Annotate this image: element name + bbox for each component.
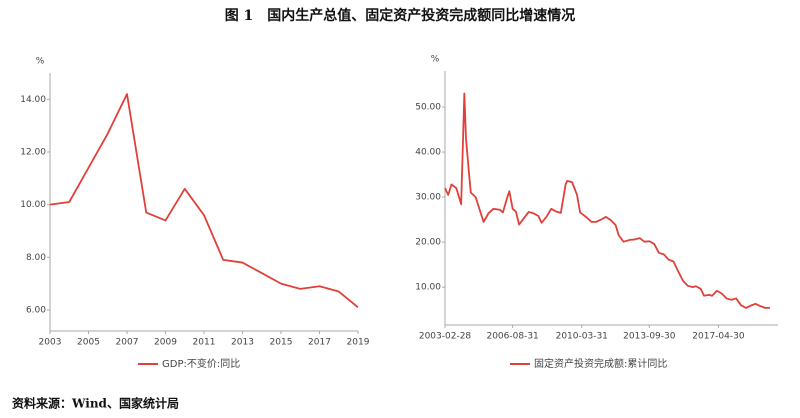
x-tick-label: 2013 bbox=[231, 338, 254, 348]
x-tick-label: 2017-04-30 bbox=[692, 332, 745, 342]
y-tick-label: 20.00 bbox=[415, 238, 441, 248]
y-tick-label: 30.00 bbox=[415, 193, 441, 203]
x-tick-label: 2010-03-31 bbox=[556, 332, 608, 342]
y-tick-label: 50.00 bbox=[415, 103, 441, 113]
data-line bbox=[49, 93, 359, 309]
x-tick-label: 2007 bbox=[116, 338, 139, 348]
x-tick-label: 2003 bbox=[39, 338, 62, 348]
x-tick-label: 2013-09-30 bbox=[623, 332, 676, 342]
x-tick-label: 2019 bbox=[347, 338, 370, 348]
y-axis-label: % bbox=[36, 57, 45, 67]
y-tick-label: 14.00 bbox=[20, 95, 46, 105]
legend-label: GDP:不变价:同比 bbox=[162, 357, 240, 370]
x-tick-label: 2011 bbox=[193, 338, 216, 348]
x-tick-label: 2017 bbox=[308, 338, 331, 348]
y-tick-label: 8.00 bbox=[26, 253, 46, 263]
y-tick-label: 6.00 bbox=[26, 305, 46, 315]
y-tick-label: 10.00 bbox=[415, 283, 441, 293]
x-tick-label: 2009 bbox=[154, 338, 177, 348]
figure-title: 图 1 国内生产总值、固定资产投资完成额同比增速情况 bbox=[225, 7, 576, 24]
data-line bbox=[444, 92, 770, 309]
y-tick-label: 12.00 bbox=[20, 147, 46, 157]
y-tick-label: 10.00 bbox=[20, 200, 46, 210]
legend-label: 固定资产投资完成额:累计同比 bbox=[534, 357, 667, 370]
y-tick-label: 40.00 bbox=[415, 148, 441, 158]
x-tick-label: 2006-08-31 bbox=[486, 332, 538, 342]
y-axis-label: % bbox=[431, 55, 440, 65]
x-tick-label: 2003-02-28 bbox=[419, 332, 472, 342]
x-tick-label: 2005 bbox=[77, 338, 100, 348]
x-tick-label: 2015 bbox=[270, 338, 293, 348]
source-note: 资料来源：Wind、国家统计局 bbox=[12, 396, 179, 411]
